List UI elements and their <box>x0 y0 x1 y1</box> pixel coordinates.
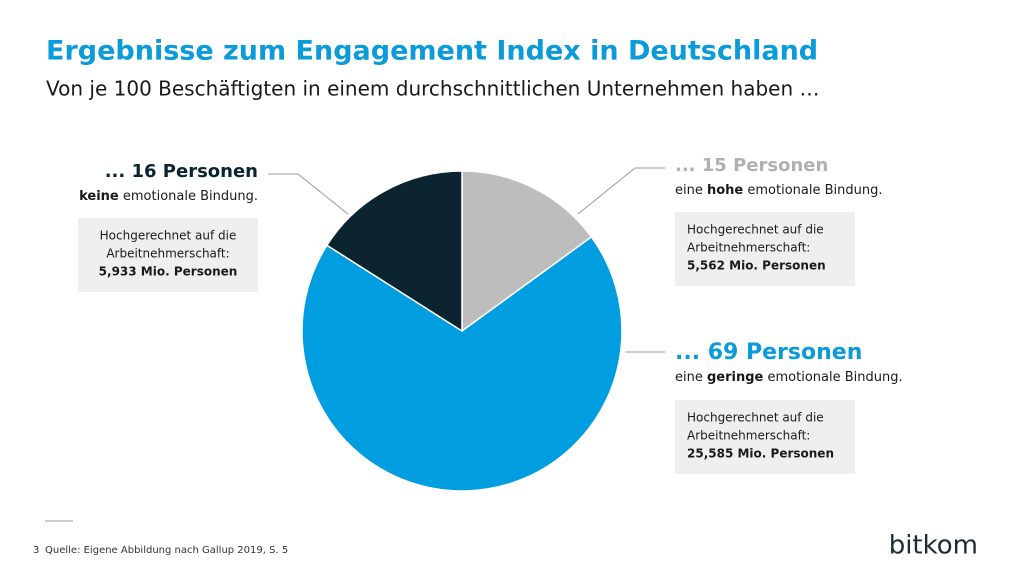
subtitle: Von je 100 Beschäftigten in einem durchs… <box>46 77 820 101</box>
box-note: Arbeitnehmerschaft: <box>106 247 229 261</box>
description-bold: hohe <box>707 183 743 198</box>
leader-line <box>577 167 665 215</box>
segment-description: keine emotionale Bindung. <box>79 189 258 204</box>
pie-slice <box>325 170 463 333</box>
segment-description: eine hohe emotionale Bindung. <box>675 183 883 198</box>
description-pre: eine <box>675 183 707 198</box>
segment-description: eine geringe emotionale Bindung. <box>675 370 903 385</box>
box-note: Arbeitnehmerschaft: <box>687 429 810 443</box>
box-note: Hochgerechnet auf die <box>687 411 824 425</box>
segment-label: ... 69 Personen <box>675 340 862 365</box>
box-note: Arbeitnehmerschaft: <box>687 241 810 255</box>
info-box <box>675 212 855 286</box>
title: Ergebnisse zum Engagement Index in Deuts… <box>46 36 818 67</box>
description-post: emotionale Bindung. <box>119 189 258 204</box>
box-note: Hochgerechnet auf die <box>100 229 237 243</box>
description-bold: keine <box>79 189 119 204</box>
description-post: emotionale Bindung. <box>763 370 902 385</box>
description-bold: geringe <box>707 370 764 385</box>
logo: bitkom <box>889 531 978 561</box>
info-box <box>78 218 258 292</box>
description-pre: eine <box>675 370 707 385</box>
info-box <box>675 400 855 474</box>
source: Quelle: Eigene Abbildung nach Gallup 201… <box>45 545 288 556</box>
leader-line <box>268 173 349 215</box>
box-total: 25,585 Mio. Personen <box>687 447 834 461</box>
box-note: Hochgerechnet auf die <box>687 223 824 237</box>
box-total: 5,933 Mio. Personen <box>99 265 238 279</box>
segment-label: ... 16 Personen <box>105 161 258 182</box>
pie-slice <box>461 170 593 333</box>
description-post: emotionale Bindung. <box>743 183 882 198</box>
pie-slice <box>301 235 623 492</box>
page-number: 3 <box>33 545 39 556</box>
segment-label: ... 15 Personen <box>675 155 828 176</box>
box-total: 5,562 Mio. Personen <box>687 259 826 273</box>
